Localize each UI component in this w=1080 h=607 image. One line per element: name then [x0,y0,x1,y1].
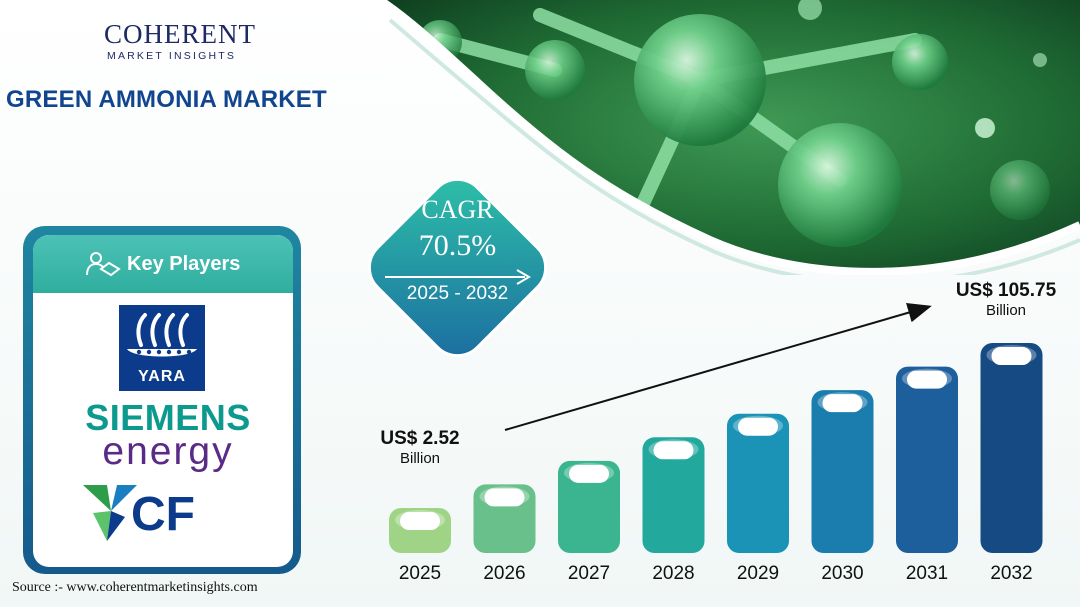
x-tick-label-2029: 2029 [736,563,780,584]
end-unit: Billion [985,302,1027,319]
page-title: GREEN AMMONIA MARKET [6,86,327,113]
end-value: US$ 105.75 [955,280,1057,301]
cagr-period: 2025 - 2032 [406,283,509,304]
cagr-value: 70.5% [418,229,497,262]
siemens-wordmark: SIEMENS [85,397,251,438]
viking-ship-icon [127,313,197,357]
x-tick-label-2031: 2031 [905,563,949,584]
key-players-title: Key Players [127,253,241,275]
x-tick-label-2028: 2028 [652,563,695,584]
key-players-panel: Key Players YARA SIEMENS energy CF [33,235,293,567]
x-tick-label-2030: 2030 [821,563,864,584]
x-tick-label-2032: 2032 [990,563,1033,584]
key-players-header: Key Players [33,235,293,293]
yara-wordmark: YARA [138,368,186,385]
cf-logo-mark [83,485,137,541]
brand-logo: COHERENT MARKET INSIGHTS [104,20,294,62]
start-value: US$ 2.52 [380,428,460,449]
cf-wordmark: CF [131,488,195,541]
end-value-annotation: US$ 105.75 Billion [946,280,1066,320]
yara-logo: YARA [119,305,205,391]
brand-name: COHERENT [104,19,256,49]
cagr-label: CAGR [421,195,494,224]
x-tick-label-2026: 2026 [483,563,526,584]
handshake-icon [86,252,121,277]
molecule-image [380,0,1080,275]
start-unit: Billion [399,450,441,467]
x-tick-label-2025: 2025 [398,563,442,584]
cagr-content: CAGR 70.5% 2025 - 2032 [355,195,560,305]
x-tick-label-2027: 2027 [567,563,611,584]
energy-wordmark: energy [102,430,234,473]
brand-tagline: MARKET INSIGHTS [107,50,237,62]
source-note: Source :- www.coherentmarketinsights.com [12,580,258,595]
start-value-annotation: US$ 2.52 Billion [370,428,470,468]
